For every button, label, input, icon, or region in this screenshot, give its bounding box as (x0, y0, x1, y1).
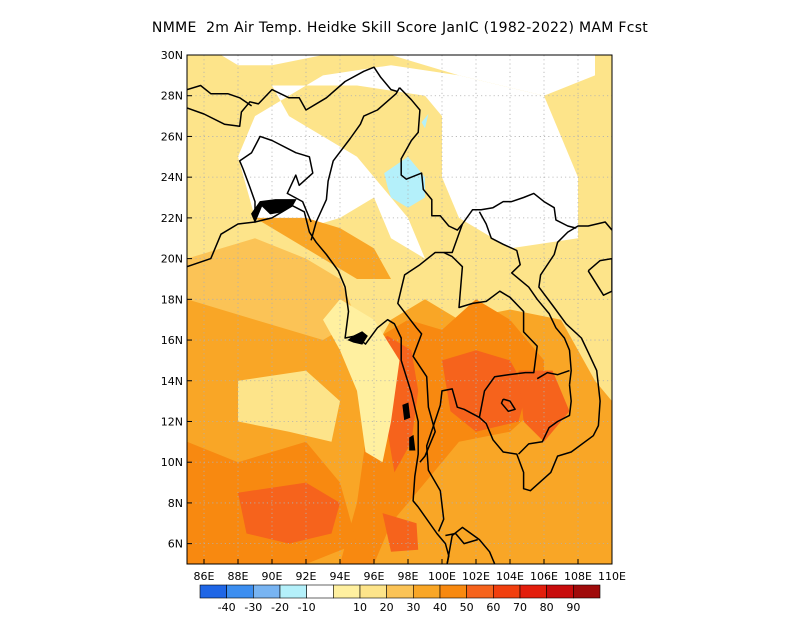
skill-region-6 (255, 217, 391, 279)
lat-tick-label: 18N (161, 293, 183, 306)
lat-tick-label: 30N (161, 49, 183, 62)
skill-region-2 (384, 156, 425, 208)
skill-region-3 (421, 114, 429, 129)
colorbar-label: 40 (433, 601, 447, 614)
lon-tick-label: 92E (296, 570, 317, 583)
colorbar-label: 30 (406, 601, 420, 614)
border-laos-china (461, 192, 577, 229)
border-cambodia-vietnam (517, 384, 572, 455)
colorbar-swatch (573, 584, 601, 599)
colorbar-label: 10 (353, 601, 367, 614)
colorbar: -40 -30 -20 -10 10 20 30 40 50 60 70 80 90 (199, 584, 601, 614)
coast-gulf-thailand (446, 526, 496, 564)
border-nepal-india (187, 66, 399, 128)
lon-tick-label: 104E (496, 570, 524, 583)
colorbar-swatch (493, 584, 521, 599)
border-thailand-laos (443, 251, 538, 418)
plot-frame (186, 54, 613, 565)
coastlines-and-borders (187, 66, 612, 564)
colorbar-swatch (306, 584, 334, 599)
colorbar-label: 70 (513, 601, 527, 614)
lat-tick-label: 12N (161, 415, 183, 428)
skill-region-12 (238, 482, 340, 544)
colorbar-label: 50 (460, 601, 474, 614)
colorbar-label: -10 (298, 601, 316, 614)
map-title: NMME 2m Air Temp. Heidke Skill Score Jan… (151, 20, 649, 36)
skill-region-1 (221, 55, 595, 96)
border-bangladesh-india (238, 135, 314, 223)
axis-ticks: 30N 28N 26N 24N 22N 20N 18N 16N 14N 12N 10N 8N 6N 86E… (161, 49, 626, 583)
colorbar-label: 60 (486, 601, 500, 614)
lat-tick-label: 14N (161, 375, 183, 388)
lon-tick-label: 86E (194, 570, 215, 583)
colorbar-swatch (519, 584, 547, 599)
coast-hainan (587, 257, 612, 296)
colorbar-label: -30 (244, 601, 262, 614)
border-myanmar-thailand (397, 223, 464, 463)
lat-tick-label: 24N (161, 171, 183, 184)
skill-region-13 (382, 513, 419, 552)
colorbar-label: -20 (271, 601, 289, 614)
lon-tick-label: 94E (330, 570, 351, 583)
lon-tick-label: 88E (228, 570, 249, 583)
colorbar-swatch (253, 584, 281, 599)
lon-tick-label: 108E (564, 570, 592, 583)
lat-tick-label: 20N (161, 253, 183, 266)
skill-region-0 (238, 65, 578, 259)
ganges-delta (251, 199, 297, 224)
colorbar-swatch (359, 584, 387, 599)
border-myanmar-china (398, 87, 463, 231)
lat-tick-label: 6N (168, 538, 183, 551)
lon-tick-label: 98E (398, 570, 419, 583)
lon-tick-label: 90E (262, 570, 283, 583)
tonle-sap (500, 398, 516, 413)
colorbar-swatch (386, 584, 414, 599)
border-laos-cambodia (536, 369, 570, 380)
colorbar-swatch (226, 584, 254, 599)
mergui-archipelago-1 (402, 402, 411, 421)
colorbar-swatch (413, 584, 441, 599)
colorbar-swatch (466, 584, 494, 599)
colorbar-label: -40 (218, 601, 236, 614)
lat-tick-label: 28N (161, 90, 183, 103)
colorbar-label: 90 (566, 601, 580, 614)
colorbar-swatch (333, 584, 361, 599)
lon-tick-label: 96E (364, 570, 385, 583)
coast-gulf-west (425, 221, 612, 532)
lat-tick-label: 26N (161, 130, 183, 143)
lat-tick-label: 22N (161, 212, 183, 225)
lon-tick-label: 106E (530, 570, 558, 583)
lon-tick-label: 110E (598, 570, 626, 583)
mergui-archipelago-2 (409, 434, 416, 451)
skill-region-7 (187, 238, 357, 340)
lon-tick-label: 102E (462, 570, 490, 583)
border-myanmar-bangladesh (310, 87, 401, 241)
lat-tick-label: 16N (161, 334, 183, 347)
colorbar-label: 20 (380, 601, 394, 614)
border-india-northwest (187, 84, 253, 107)
colorbar-swatch (199, 584, 227, 599)
skill-score-regions (187, 55, 612, 564)
skill-region-14 (518, 370, 570, 442)
border-thailand-malaysia (445, 532, 478, 545)
colorbar-swatch (546, 584, 574, 599)
colorbar-swatch (439, 584, 467, 599)
border-laos-vietnam (478, 211, 572, 385)
lat-tick-label: 8N (168, 497, 183, 510)
skill-region-16 (238, 370, 340, 442)
lat-tick-label: 10N (161, 456, 183, 469)
colorbar-label: 80 (540, 601, 554, 614)
lon-tick-label: 100E (428, 570, 456, 583)
coast-india-bangladesh (187, 204, 450, 564)
colorbar-swatch (279, 584, 307, 599)
